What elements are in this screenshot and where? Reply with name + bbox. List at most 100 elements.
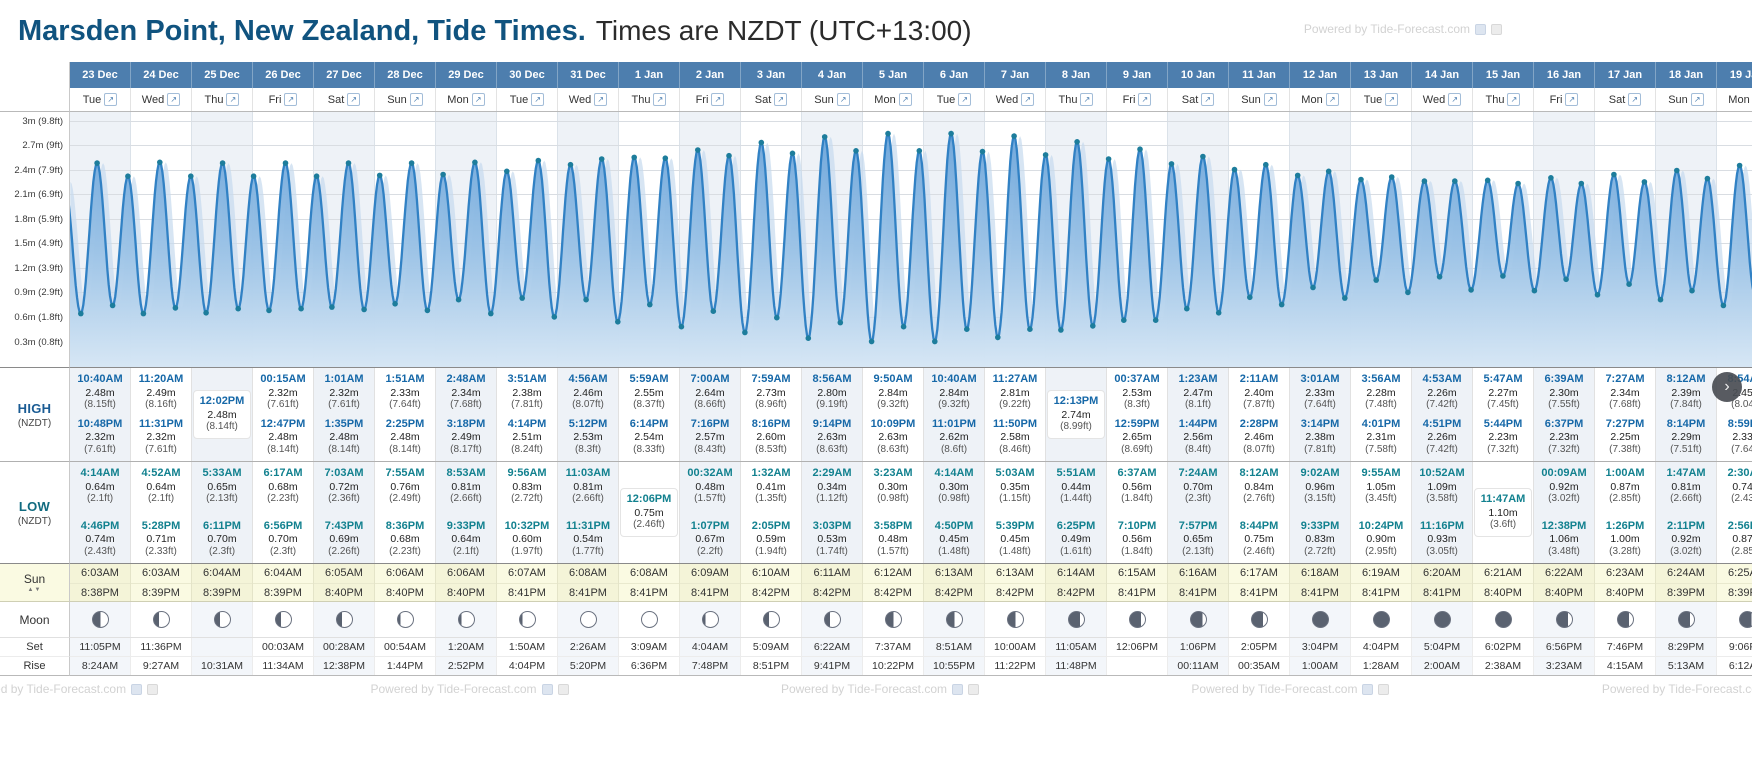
expand-day-icon[interactable]: ↗	[653, 93, 667, 106]
date-header[interactable]: 4 Jan	[802, 62, 863, 88]
high-tide-entry: 1:01AM 2.32m (7.61ft)	[314, 373, 374, 412]
expand-day-icon[interactable]: ↗	[1138, 93, 1152, 106]
date-header[interactable]: 26 Dec	[253, 62, 314, 88]
tide-height-ft: (8.14ft)	[389, 443, 421, 455]
tide-extreme-dot	[488, 310, 494, 317]
expand-day-icon[interactable]: ↗	[1448, 93, 1462, 106]
watermark-text[interactable]: Powered by Tide-Forecast.com	[1191, 682, 1358, 696]
tide-height-ft: (9.19ft)	[816, 399, 848, 410]
low-tide-entry: 4:52AM 0.64m (2.1ft)	[131, 467, 191, 506]
watermark-text[interactable]: Powered by Tide-Forecast.com	[0, 682, 127, 696]
expand-day-icon[interactable]: ↗	[284, 93, 298, 106]
expand-day-icon[interactable]: ↗	[1021, 93, 1035, 106]
tide-time: 4:53AM	[1422, 373, 1462, 385]
expand-day-icon[interactable]: ↗	[1690, 93, 1704, 106]
date-header[interactable]: 24 Dec	[131, 62, 192, 88]
watermark-text[interactable]: Powered by Tide-Forecast.com	[1303, 22, 1470, 36]
tide-height-ft: (8.6ft)	[940, 443, 968, 455]
date-header[interactable]: 15 Jan	[1473, 62, 1534, 88]
sunrise-time: 6:20AM	[1412, 564, 1472, 584]
date-header[interactable]: 9 Jan	[1107, 62, 1168, 88]
tide-time: 4:50PM	[934, 519, 974, 532]
expand-day-icon[interactable]: ↗	[1080, 93, 1094, 106]
low-tide-entry: 2:11PM 0.92m (3.02ft)	[1656, 520, 1716, 559]
date-header[interactable]: 10 Jan	[1168, 62, 1229, 88]
moonrise-time: 00:11AM	[1168, 657, 1229, 675]
tide-extreme-dot	[424, 307, 431, 314]
date-header[interactable]: 12 Jan	[1290, 62, 1351, 88]
date-header[interactable]: 23 Dec	[70, 62, 131, 88]
date-header[interactable]: 25 Dec	[192, 62, 253, 88]
tide-cell-high: 00:15AM 2.32m (7.61ft) 12:47PM 2.48m (8.14ft)	[253, 368, 314, 461]
high-tide-entry: 11:27AM 2.81m (9.22ft)	[985, 373, 1045, 412]
tide-height-m: 2.84m	[939, 386, 969, 399]
moonrise-time: 4:04PM	[497, 657, 558, 675]
moonset-time: 1:20AM	[436, 638, 497, 656]
sunrise-time: 6:03AM	[131, 564, 191, 584]
expand-day-icon[interactable]: ↗	[1325, 93, 1339, 106]
expand-day-icon[interactable]: ↗	[531, 93, 545, 106]
tide-height-m: 0.56m	[1122, 480, 1152, 493]
expand-day-icon[interactable]: ↗	[1507, 93, 1521, 106]
date-header[interactable]: 14 Jan	[1412, 62, 1473, 88]
date-header[interactable]: 5 Jan	[863, 62, 924, 88]
date-header[interactable]: 2 Jan	[680, 62, 741, 88]
watermark-text[interactable]: Powered by Tide-Forecast.com	[370, 682, 537, 696]
sunset-time: 8:40PM	[325, 587, 363, 599]
tide-height-ft: (7.61ft)	[84, 443, 116, 455]
date-header[interactable]: 1 Jan	[619, 62, 680, 88]
date-header[interactable]: 3 Jan	[741, 62, 802, 88]
high-tide-entry: 6:14PM 2.54m (8.33ft)	[619, 418, 679, 457]
watermark-text[interactable]: Powered by Tide-Forecast.com	[780, 682, 948, 696]
watermark-icon	[952, 683, 964, 695]
date-header[interactable]: 17 Jan	[1595, 62, 1656, 88]
expand-day-icon[interactable]: ↗	[1263, 93, 1277, 106]
low-row-label: LOW	[18, 498, 51, 514]
expand-day-icon[interactable]: ↗	[347, 93, 361, 106]
expand-day-icon[interactable]: ↗	[1628, 93, 1642, 106]
expand-day-icon[interactable]: ↗	[226, 93, 240, 106]
date-header[interactable]: 13 Jan	[1351, 62, 1412, 88]
expand-day-icon[interactable]: ↗	[836, 93, 850, 106]
date-header[interactable]: 11 Jan	[1229, 62, 1290, 88]
sun-times-cell: 6:08AM 8:41PM	[558, 564, 619, 601]
expand-day-icon[interactable]: ↗	[594, 93, 608, 106]
high-tide-entry: 2:28PM 2.46m (8.07ft)	[1229, 418, 1289, 457]
date-header[interactable]: 31 Dec	[558, 62, 619, 88]
expand-day-icon[interactable]: ↗	[958, 93, 972, 106]
date-header[interactable]: 28 Dec	[375, 62, 436, 88]
date-header[interactable]: 16 Jan	[1534, 62, 1595, 88]
date-header[interactable]: 6 Jan	[924, 62, 985, 88]
date-header[interactable]: 30 Dec	[497, 62, 558, 88]
expand-day-icon[interactable]: ↗	[1565, 93, 1579, 106]
tide-height-ft: (2.72ft)	[511, 493, 543, 504]
date-header[interactable]: 19 Jan	[1717, 62, 1752, 88]
watermark-text[interactable]: Powered by Tide-Forecast.com	[1601, 682, 1752, 696]
expand-day-icon[interactable]: ↗	[1201, 93, 1215, 106]
tide-height-m: 2.65m	[1122, 431, 1152, 443]
date-header[interactable]: 7 Jan	[985, 62, 1046, 88]
low-tide-entry: 7:24AM 0.70m (2.3ft)	[1168, 467, 1228, 506]
tide-cell-high: 7:00AM 2.64m (8.66ft) 7:16PM 2.57m (8.43ft)	[680, 368, 741, 461]
tide-height-m: 2.33m	[1732, 431, 1752, 443]
moon-phase-icon	[823, 611, 841, 628]
tide-time: 7:10PM	[1117, 519, 1157, 532]
expand-day-icon[interactable]: ↗	[104, 93, 118, 106]
expand-day-icon[interactable]: ↗	[1385, 93, 1399, 106]
date-header[interactable]: 27 Dec	[314, 62, 375, 88]
expand-day-icon[interactable]: ↗	[774, 93, 788, 106]
expand-day-icon[interactable]: ↗	[898, 93, 912, 106]
moon-phase-icon	[457, 611, 475, 628]
date-header[interactable]: 8 Jan	[1046, 62, 1107, 88]
scroll-next-button[interactable]: ›	[1712, 372, 1742, 402]
expand-day-icon[interactable]: ↗	[167, 93, 181, 106]
expand-day-icon[interactable]: ↗	[711, 93, 725, 106]
date-header[interactable]: 18 Jan	[1656, 62, 1717, 88]
expand-day-icon[interactable]: ↗	[409, 93, 423, 106]
tide-extreme-dot	[376, 172, 383, 179]
date-header[interactable]: 29 Dec	[436, 62, 497, 88]
expand-day-icon[interactable]: ↗	[471, 93, 485, 106]
moonset-time: 4:04PM	[1351, 638, 1412, 656]
high-tide-entry: 3:01AM 2.33m (7.64ft)	[1290, 373, 1350, 412]
